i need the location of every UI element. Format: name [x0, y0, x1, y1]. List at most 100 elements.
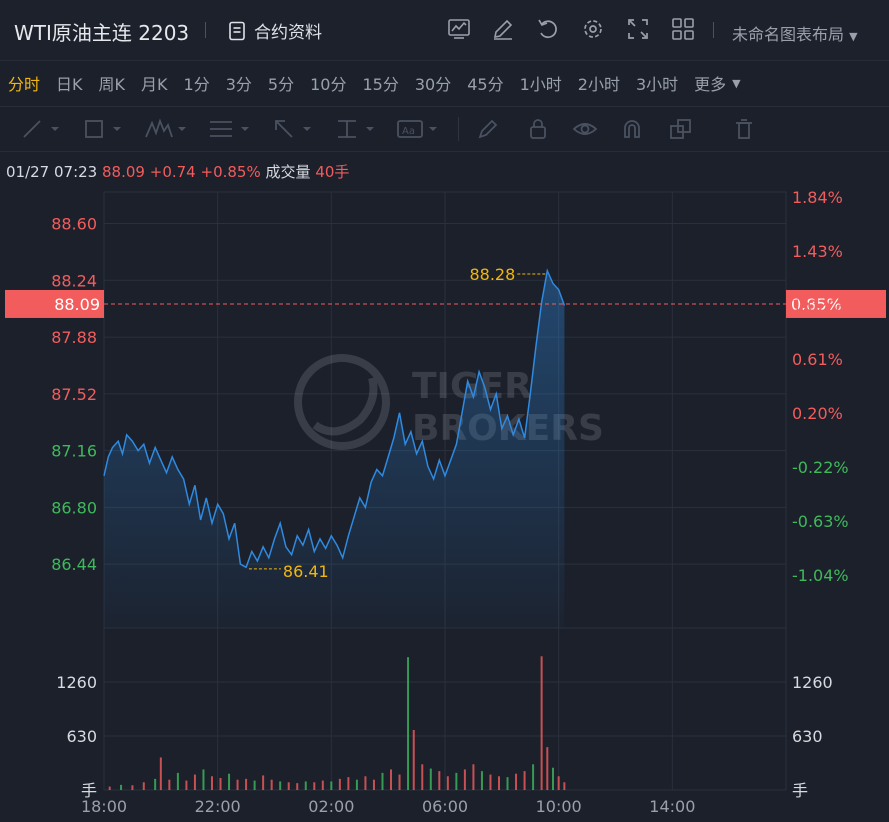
volume-bar	[270, 779, 273, 790]
period-tab-6[interactable]: 5分	[267, 75, 295, 94]
divider	[458, 117, 459, 141]
high-marker-label: 88.28	[469, 265, 515, 284]
volume-bar	[412, 730, 415, 790]
volume-label: 成交量	[265, 163, 311, 181]
quote-change-pct: +0.85%	[200, 163, 261, 181]
volume-bar	[228, 773, 231, 790]
period-tab-13[interactable]: 3小时	[635, 75, 679, 94]
arrow-tool-icon[interactable]	[272, 117, 320, 141]
period-tab-5[interactable]: 3分	[225, 75, 252, 94]
volume-bar	[313, 782, 316, 790]
layout-selector[interactable]: 未命名图表布局 ▼	[732, 21, 858, 45]
volume-bar	[506, 777, 509, 790]
period-tab-3[interactable]: 月K	[141, 75, 168, 94]
period-tab-0[interactable]: 分时	[8, 75, 41, 94]
volume-bar	[472, 764, 475, 790]
price-line	[103, 268, 566, 569]
price-axis-label-3: 87.52	[51, 385, 97, 404]
undo-icon[interactable]	[535, 16, 561, 42]
text-tool-icon[interactable]: Aa	[396, 117, 444, 141]
volume-bar	[407, 657, 410, 790]
gear-icon[interactable]	[580, 16, 606, 42]
fullscreen-icon[interactable]	[625, 16, 651, 42]
volume-bar	[142, 782, 145, 790]
layout-name-label: 未命名图表布局	[732, 25, 845, 44]
period-tab-10[interactable]: 45分	[467, 75, 504, 94]
top-bar: WTI原油主连 2203 合约资料	[0, 0, 889, 61]
layers-icon[interactable]	[668, 117, 694, 141]
current-price-label-left: 88.09	[54, 295, 100, 314]
volume-bar	[438, 771, 441, 790]
brush-icon[interactable]	[476, 117, 500, 141]
volume-unit-left: 手	[81, 781, 97, 800]
volume-bar	[287, 782, 290, 790]
volume-bar	[551, 767, 554, 790]
volume-bar	[355, 779, 358, 790]
volume-bar	[489, 774, 492, 790]
volume-bar	[321, 780, 324, 790]
x-tick-label-2: 02:00	[308, 797, 354, 816]
period-tab-9[interactable]: 30分	[414, 75, 452, 94]
current-price-badge-left	[5, 289, 104, 318]
period-tab-4[interactable]: 1分	[183, 75, 210, 94]
quote-volume: 40手	[315, 163, 350, 181]
volume-bar	[262, 775, 265, 790]
volume-bar	[296, 783, 299, 790]
magnet-icon[interactable]	[620, 117, 644, 141]
volume-bar	[202, 769, 205, 790]
volume-bar	[390, 769, 393, 790]
line-tool-icon[interactable]	[20, 117, 64, 141]
volume-bar	[304, 781, 307, 790]
volume-bar	[381, 772, 384, 790]
volume-bar	[497, 776, 500, 790]
volume-bar	[557, 776, 560, 790]
eye-icon[interactable]	[572, 117, 598, 141]
volume-unit-right: 手	[792, 781, 808, 800]
volume-bar	[446, 776, 449, 790]
pct-axis-label-5: -0.22%	[792, 458, 849, 477]
pct-axis-label-6: -0.63%	[792, 512, 849, 531]
period-tab-2[interactable]: 周K	[98, 75, 126, 94]
grid-layout-icon[interactable]	[670, 16, 696, 42]
rectangle-tool-icon[interactable]	[82, 117, 126, 141]
fibonacci-tool-icon[interactable]	[208, 117, 256, 141]
period-tab-12[interactable]: 2小时	[577, 75, 620, 94]
measure-tool-icon[interactable]	[334, 117, 382, 141]
period-tabs: 分时 日K 周K 月K 1分 3分 5分 10分 15分 30分 45分 1小时 2小时 3小时 更多 ▼	[0, 62, 889, 104]
volume-bar	[338, 778, 341, 790]
quote-change: +0.74	[149, 163, 196, 181]
volume-bar	[532, 764, 535, 790]
volume-bar	[131, 785, 134, 790]
volume-bar	[398, 774, 401, 790]
volume-bar	[253, 780, 256, 790]
pct-axis-label-1: 1.43%	[792, 242, 843, 261]
volume-bar	[364, 776, 367, 790]
period-tab-14[interactable]: 更多	[694, 75, 727, 94]
pct-axis-label-2: 1.02%	[792, 296, 843, 315]
indicator-icon[interactable]	[446, 16, 472, 42]
instrument-title[interactable]: WTI原油主连 2203	[14, 21, 190, 45]
period-tab-11[interactable]: 1小时	[519, 75, 562, 94]
volume-bar	[540, 656, 543, 790]
current-price-badge-right	[786, 289, 886, 318]
lock-icon[interactable]	[526, 117, 550, 141]
volume-bar	[159, 757, 162, 790]
pattern-tool-icon[interactable]	[144, 117, 192, 141]
quote-time: 01/27 07:23	[6, 163, 98, 181]
x-tick-label-3: 06:00	[422, 797, 468, 816]
drawing-toolbar: Aa	[0, 106, 889, 152]
pct-axis-label-7: -1.04%	[792, 566, 849, 585]
volume-bar	[168, 779, 171, 790]
period-tab-1[interactable]: 日K	[56, 75, 83, 94]
volume-bar	[236, 779, 239, 790]
trash-icon[interactable]	[732, 117, 756, 141]
volume-bar	[176, 772, 179, 790]
document-icon	[229, 21, 245, 40]
volume-bar	[279, 781, 282, 790]
volume-bar	[515, 773, 518, 790]
period-tab-7[interactable]: 10分	[310, 75, 347, 94]
svg-text:BROKERS: BROKERS	[412, 408, 604, 449]
edit-icon[interactable]	[490, 16, 516, 42]
contract-info-button[interactable]: 合约资料	[228, 18, 322, 43]
period-tab-8[interactable]: 15分	[362, 75, 399, 94]
